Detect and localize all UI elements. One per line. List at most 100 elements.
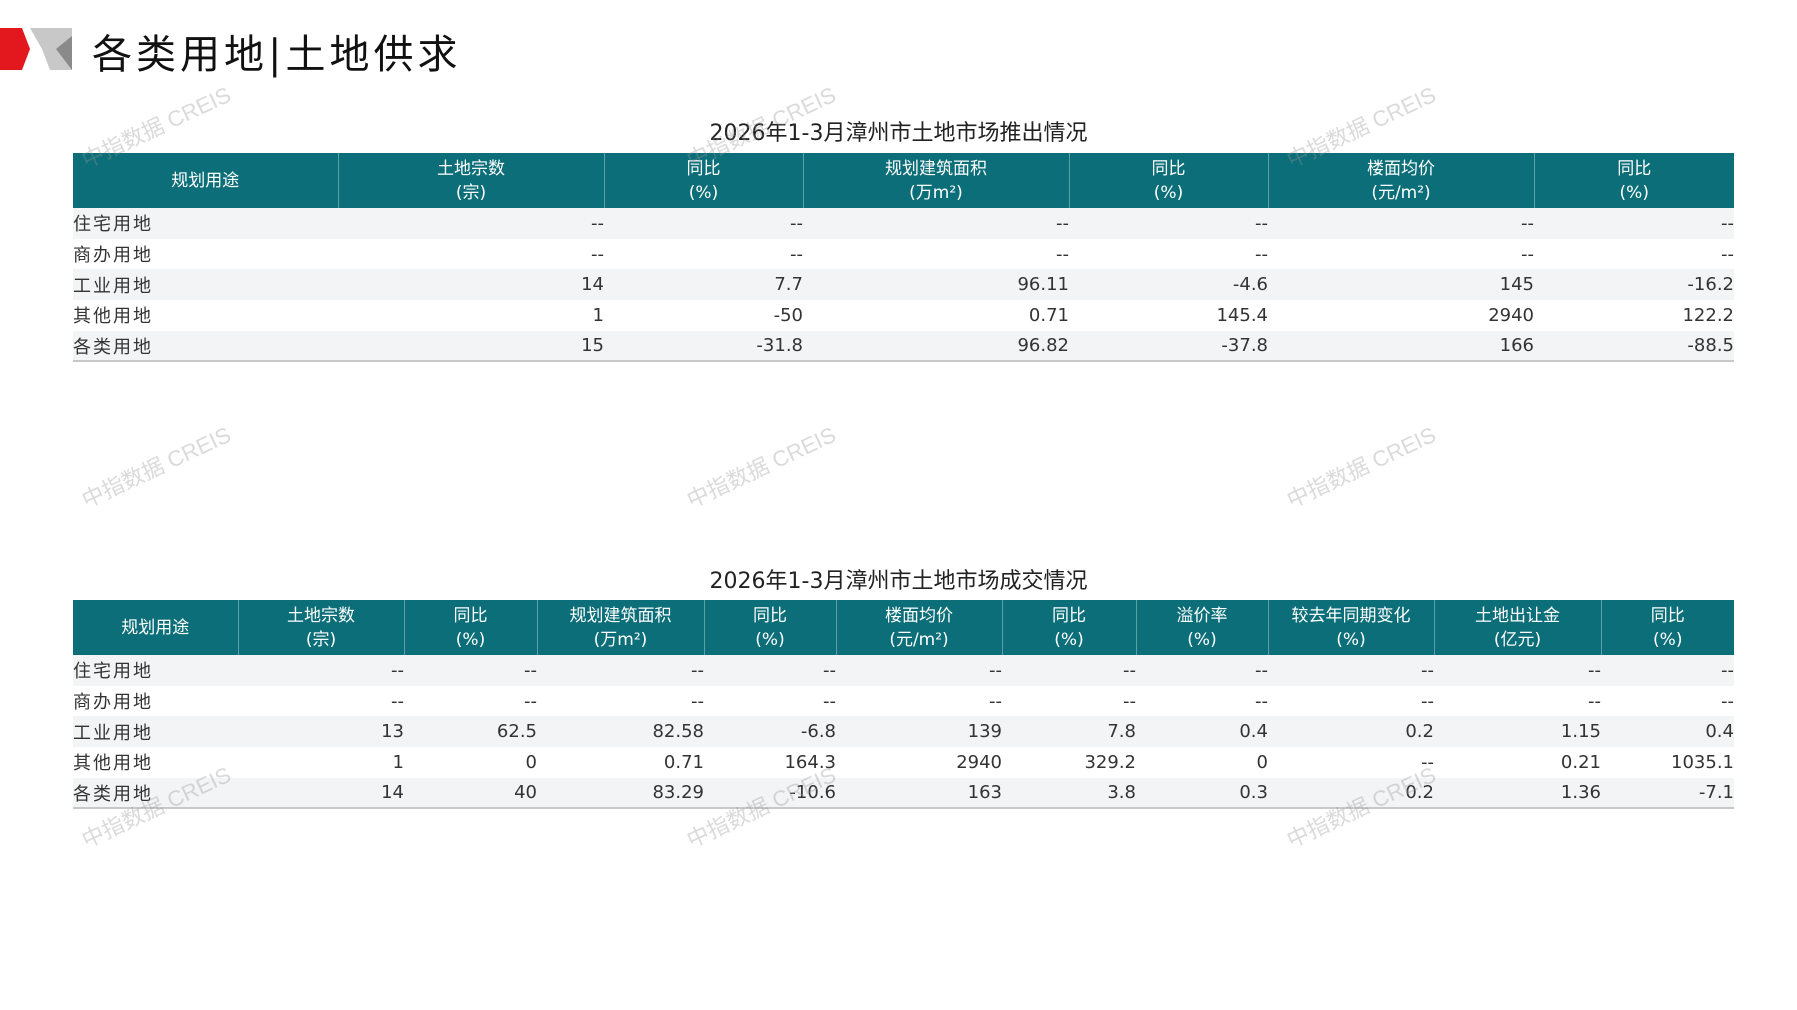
- column-header-line: 同比: [1650, 605, 1685, 626]
- table-cell: 0.2: [1268, 777, 1434, 810]
- table-cell: -31.8: [604, 330, 803, 363]
- table-cell: 145: [1268, 269, 1534, 301]
- column-header-line: (%): [1653, 629, 1683, 650]
- row-label: 住宅用地: [73, 655, 238, 686]
- row-label: 商办用地: [73, 245, 153, 267]
- watermark: 中指数据 CREIS: [1282, 421, 1440, 513]
- table-cell: -37.8: [1069, 330, 1268, 363]
- column-header: 同比 (%): [1001, 600, 1136, 655]
- table-cell: 1035.1: [1671, 751, 1734, 773]
- column-header-line: 楼面均价: [1367, 158, 1435, 179]
- column-header-line: (%): [1619, 182, 1649, 203]
- column-header: 规划用途: [73, 153, 338, 208]
- table-cell: --: [836, 655, 1002, 686]
- table-cell: 96.11: [803, 269, 1069, 301]
- column-header-line: 同比: [1617, 158, 1652, 179]
- row-label: 商办用地: [73, 692, 153, 714]
- column-header-line: 同比: [453, 605, 488, 626]
- column-header: 楼面均价 (元/m²): [835, 600, 1002, 655]
- table-cell: --: [338, 208, 604, 239]
- column-header-line: 规划建筑面积: [885, 158, 987, 179]
- table-cell: 122.2: [1682, 304, 1734, 326]
- row-label: 工业用地: [73, 716, 238, 748]
- table-cell: --: [1255, 690, 1268, 712]
- table-cell: -88.5: [1534, 330, 1734, 363]
- table-cell: --: [591, 243, 604, 265]
- table-cell: 14: [238, 777, 404, 810]
- table-cell: 1.36: [1434, 777, 1601, 810]
- table-cell: --: [537, 655, 704, 686]
- column-header-line: (亿元): [1493, 629, 1542, 650]
- table-cell: -7.1: [1601, 777, 1734, 810]
- column-header-line: (%): [688, 182, 719, 203]
- watermark: 中指数据 CREIS: [77, 421, 235, 513]
- column-header-line: 土地宗数: [287, 605, 355, 626]
- table-cell: --: [404, 655, 537, 686]
- table-cell: 163: [836, 777, 1002, 810]
- table-row: 各类用地 15 -31.8 96.82 -37.8 166 -88.5: [73, 330, 1734, 363]
- column-header: 较去年同期变化 (%): [1267, 600, 1434, 655]
- column-header: 土地宗数 (宗): [337, 153, 604, 208]
- table-cell: 0.21: [1560, 751, 1601, 773]
- table-row: 商办用地 -- -- -- -- -- --: [73, 239, 1734, 270]
- table-row: 住宅用地 -- -- -- -- -- -- -- -- -- --: [73, 655, 1734, 686]
- table-cell: 0.3: [1136, 777, 1268, 810]
- column-header-line: (%): [1187, 629, 1217, 650]
- column-header: 规划建筑面积 (万m²): [536, 600, 704, 655]
- table-cell: 3.8: [1002, 777, 1136, 810]
- table-cell: 139: [836, 716, 1002, 748]
- column-header: 楼面均价 (元/m²): [1267, 153, 1534, 208]
- column-header: 同比 (%): [403, 600, 537, 655]
- column-header: 溢价率 (%): [1135, 600, 1268, 655]
- column-header-line: (%): [1153, 182, 1184, 203]
- supply-table: 规划用途 土地宗数 (宗) 同比 (%) 规划建筑面积 (万m²) 同比 (%) 楼面均价 (元/m…: [73, 153, 1734, 363]
- row-label: 各类用地: [73, 330, 338, 363]
- table-cell: 1.15: [1434, 716, 1601, 748]
- row-label: 各类用地: [73, 777, 238, 810]
- table-cell: 7.7: [604, 269, 803, 301]
- column-header: 同比 (%): [1600, 600, 1734, 655]
- table-cell: --: [1721, 690, 1734, 712]
- table-row: 工业用地 14 7.7 96.11 -4.6 145 -16.2: [73, 269, 1734, 301]
- table-cell: --: [604, 208, 803, 239]
- table-cell: 0.4: [1601, 716, 1734, 748]
- table-cell: --: [704, 655, 836, 686]
- table-row: 其他用地 1 -50 0.71 145.4 2940 122.2: [73, 300, 1734, 331]
- table-cell: 329.2: [1084, 751, 1136, 773]
- page-title: 各类用地|土地供求: [92, 32, 462, 78]
- column-header: 同比 (%): [703, 600, 836, 655]
- table-cell: 0: [1256, 751, 1268, 773]
- column-header-line: (%): [455, 629, 486, 650]
- column-header: 同比 (%): [603, 153, 803, 208]
- table-cell: --: [1721, 243, 1734, 265]
- row-label: 其他用地: [73, 753, 153, 775]
- table-row: 商办用地 -- -- -- -- -- -- -- -- -- --: [73, 686, 1734, 717]
- table-cell: --: [1268, 655, 1434, 686]
- column-header-line: 同比: [1052, 605, 1086, 626]
- column-header-line: 溢价率: [1176, 605, 1228, 626]
- column-header: 规划建筑面积 (万m²): [802, 153, 1069, 208]
- table-cell: 1: [592, 304, 604, 326]
- column-header-line: 较去年同期变化: [1291, 605, 1411, 626]
- column-header-line: 规划用途: [171, 170, 240, 191]
- column-header-line: 土地宗数: [437, 158, 505, 179]
- table-cell: 145.4: [1216, 304, 1268, 326]
- table-cell: 164.3: [784, 751, 836, 773]
- column-header-line: 同比: [686, 158, 721, 179]
- column-header-line: (%): [1336, 629, 1366, 650]
- table-cell: --: [803, 208, 1069, 239]
- table-cell: 166: [1268, 330, 1534, 363]
- table-cell: --: [1123, 690, 1136, 712]
- table-cell: -16.2: [1534, 269, 1734, 301]
- table-cell: 0.71: [663, 751, 704, 773]
- row-label: 其他用地: [73, 306, 153, 328]
- column-header-line: (元/m²): [1371, 182, 1431, 203]
- table-cell: 40: [404, 777, 537, 810]
- table-row: 住宅用地 -- -- -- -- -- --: [73, 208, 1734, 239]
- table-cell: --: [1434, 655, 1601, 686]
- table-cell: --: [823, 690, 836, 712]
- column-header-line: 规划用途: [121, 617, 190, 638]
- column-header-line: (%): [1054, 629, 1084, 650]
- logo-icon: [0, 28, 72, 70]
- column-header-line: 同比: [753, 605, 787, 626]
